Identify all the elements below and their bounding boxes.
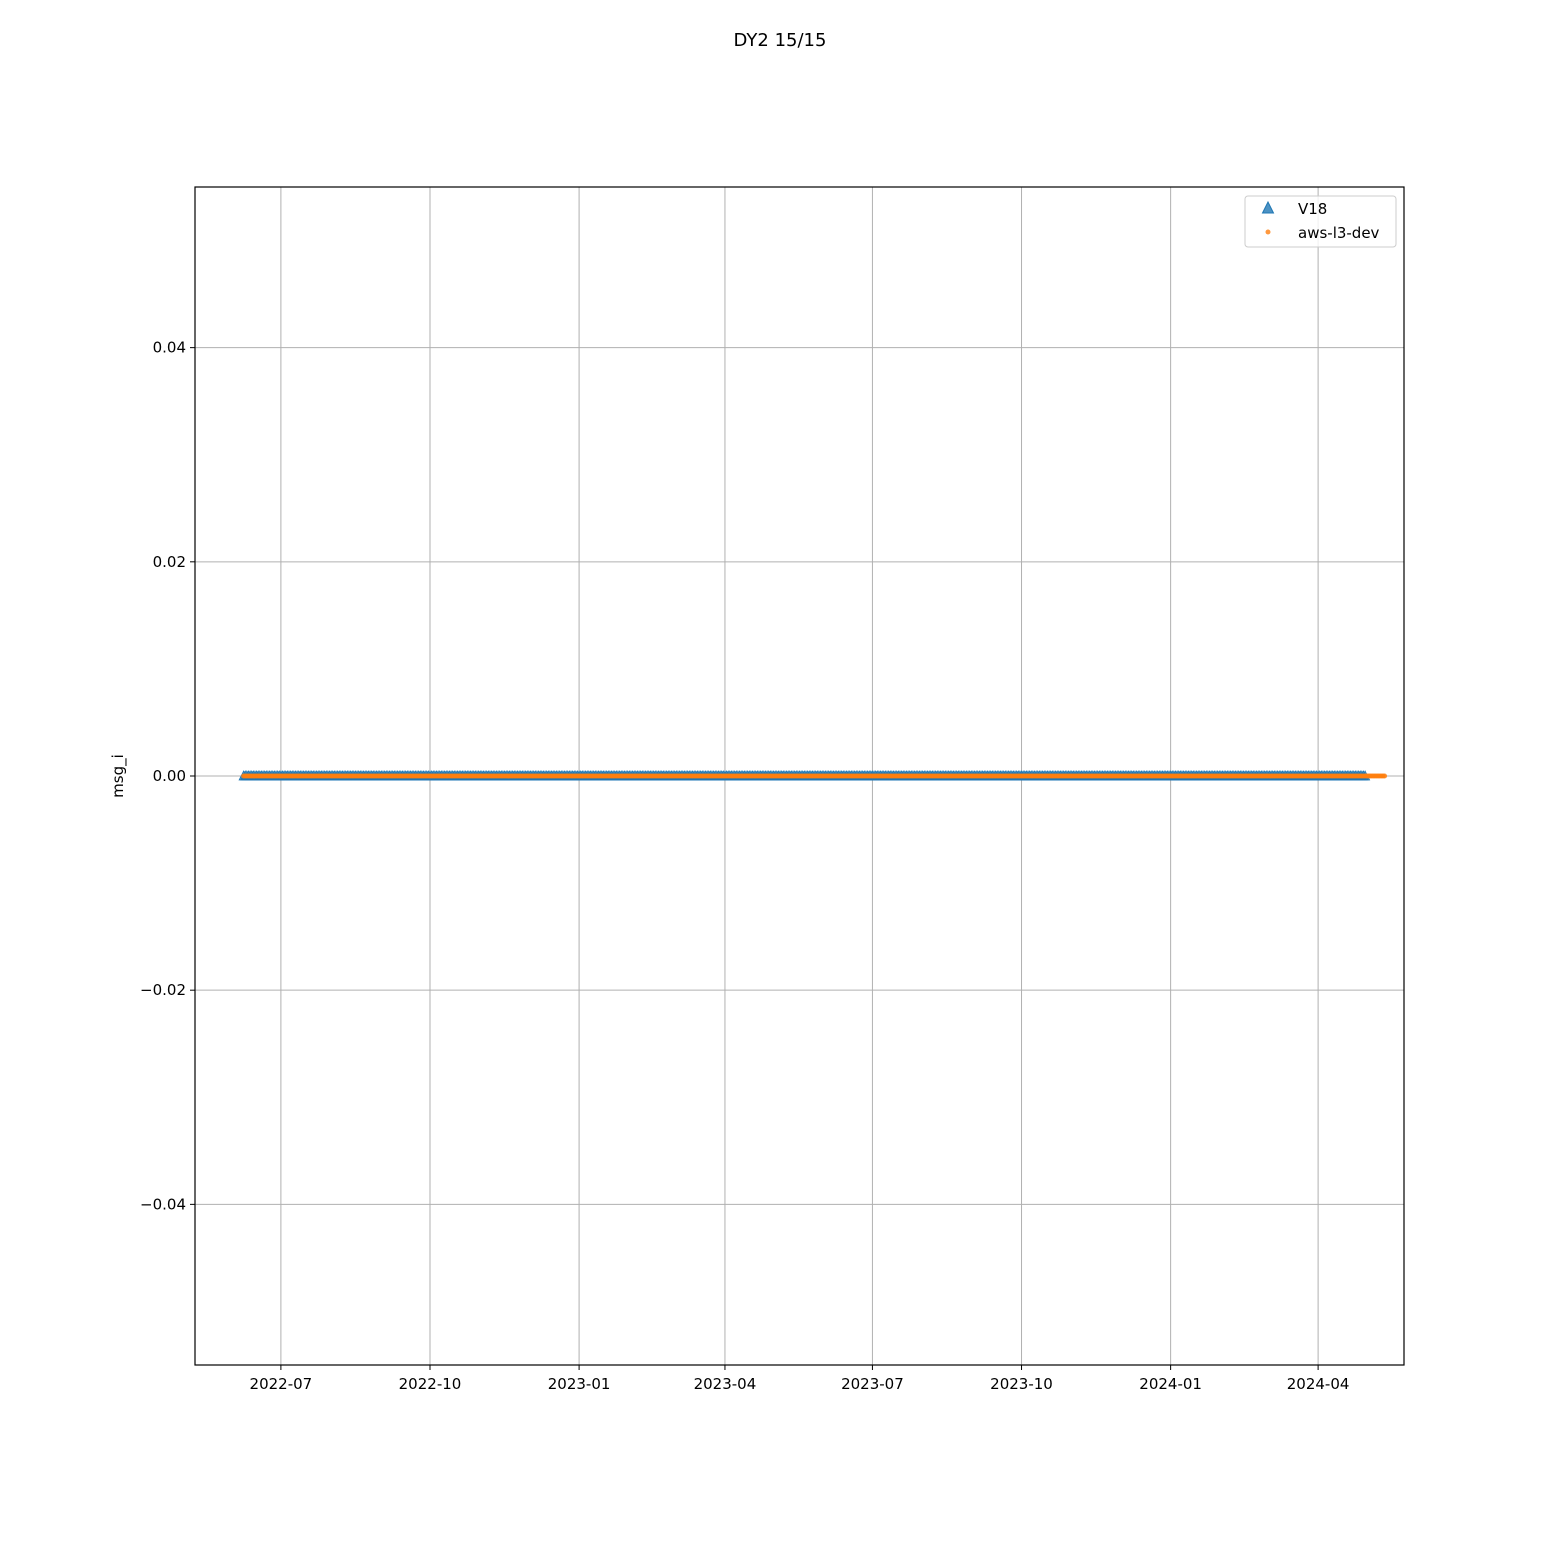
chart-title: DY2 15/15 <box>734 30 827 51</box>
data-point <box>1382 773 1388 779</box>
legend-label-aws-l3-dev: aws-l3-dev <box>1298 224 1380 242</box>
series-aws-l3-dev <box>241 773 1388 779</box>
x-tick-label: 2023-10 <box>990 1375 1053 1393</box>
x-tick-label: 2024-04 <box>1287 1375 1350 1393</box>
legend: V18 aws-l3-dev <box>1244 195 1397 248</box>
x-tick-label: 2023-04 <box>694 1375 757 1393</box>
x-tick-label: 2023-07 <box>841 1375 904 1393</box>
y-axis-label: msg_i <box>109 754 128 798</box>
y-tick-label: −0.04 <box>140 1195 186 1213</box>
y-axis: −0.04 −0.02 0.00 0.02 0.04 <box>140 339 195 1213</box>
y-tick-label: −0.02 <box>140 981 186 999</box>
y-tick-label: 0.04 <box>153 339 186 357</box>
y-tick-label: 0.00 <box>153 767 186 785</box>
x-tick-label: 2023-01 <box>548 1375 611 1393</box>
x-tick-label: 2022-07 <box>250 1375 313 1393</box>
legend-marker-aws-l3-dev <box>1265 229 1271 235</box>
legend-marker-v18 <box>1261 200 1275 214</box>
y-tick-label: 0.02 <box>153 553 186 571</box>
legend-box <box>1244 195 1397 248</box>
legend-label-v18: V18 <box>1298 200 1327 218</box>
x-tick-label: 2024-01 <box>1139 1375 1202 1393</box>
plot-area <box>238 770 1388 781</box>
x-axis: 2022-07 2022-10 2023-01 2023-04 2023-07 2023-… <box>250 1365 1350 1393</box>
x-tick-label: 2022-10 <box>399 1375 462 1393</box>
